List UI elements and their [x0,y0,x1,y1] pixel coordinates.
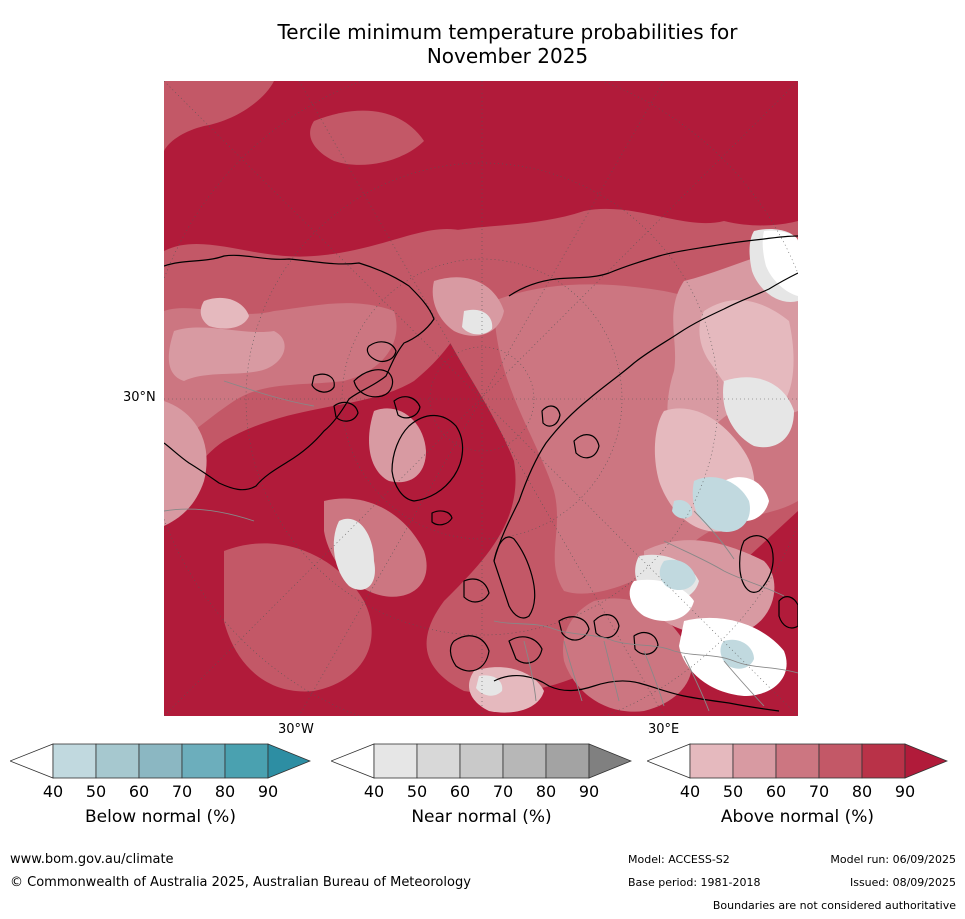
cbar-below-seg-0 [10,743,54,779]
footer-issued: Issued: 08/09/2025 [849,876,956,889]
cbar-above-seg-4 [818,743,863,779]
footer-model: Model: ACCESS-S2 [628,853,730,866]
tick-label: 70 [171,782,193,801]
probability-map [164,81,798,716]
tick-label: 90 [894,782,916,801]
footer-url-link[interactable]: www.bom.gov.au/climate [10,852,174,867]
tick-label: 50 [406,782,428,801]
cbar-near-seg-2 [416,743,461,779]
tick-label: 40 [363,782,385,801]
latitude-label: 30°N [123,390,156,405]
title-line-1: Tercile minimum temperature probabilitie… [277,20,738,44]
cbar-near-seg-3 [459,743,504,779]
tick-label: 40 [679,782,701,801]
colorbar-above-ticks: 40 50 60 70 80 90 [647,782,948,802]
tick-label: 60 [128,782,150,801]
cbar-above-seg-6 [904,743,948,779]
colorbar-near-label: Near normal (%) [411,807,552,827]
colorbar-near-normal: 40 50 60 70 80 90 Near normal (%) [331,742,632,827]
chart-title: Tercile minimum temperature probabilitie… [160,20,855,68]
longitude-label-east: 30°E [648,722,680,737]
footer-base-period: Base period: 1981-2018 [628,876,761,889]
footer-boundaries-note: Boundaries are not considered authoritat… [712,899,956,912]
graticule [164,81,798,716]
cbar-near-seg-4 [502,743,547,779]
cbar-near-seg-0 [331,743,375,779]
colorbar-below-normal: 40 50 60 70 80 90 Below normal (%) [10,742,311,827]
cbar-below-seg-6 [267,743,311,779]
colorbar-above-swatches [647,743,948,779]
tick-label: 90 [578,782,600,801]
colorbar-below-ticks: 40 50 60 70 80 90 [10,782,311,802]
tick-label: 60 [765,782,787,801]
tick-label: 70 [808,782,830,801]
tick-label: 80 [214,782,236,801]
colorbar-above-normal: 40 50 60 70 80 90 Above normal (%) [647,742,948,827]
tick-label: 80 [535,782,557,801]
footer-model-run: Model run: 06/09/2025 [830,853,956,866]
title-line-2: November 2025 [426,44,589,68]
colorbar-near-swatches [331,743,632,779]
cbar-below-seg-1 [52,743,97,779]
cbar-above-seg-3 [775,743,820,779]
cbar-below-seg-4 [181,743,226,779]
cbar-above-seg-5 [861,743,906,779]
colorbar-below-swatches [10,743,311,779]
longitude-label-west: 30°W [278,722,314,737]
cbar-above-seg-1 [689,743,734,779]
cbar-near-seg-5 [545,743,590,779]
coastlines [164,235,798,712]
colorbar-above-label: Above normal (%) [720,807,875,827]
cbar-below-seg-2 [95,743,140,779]
colorbar-below-label: Below normal (%) [85,807,236,827]
cbar-below-seg-5 [224,743,269,779]
cbar-above-seg-0 [647,743,691,779]
polar-map-svg [164,81,798,716]
tick-label: 40 [42,782,64,801]
cbar-above-seg-2 [732,743,777,779]
cbar-below-seg-3 [138,743,183,779]
tick-label: 50 [85,782,107,801]
tick-label: 70 [492,782,514,801]
tick-label: 50 [722,782,744,801]
cbar-near-seg-6 [588,743,632,779]
country-borders [164,380,798,712]
tick-label: 90 [257,782,279,801]
cbar-near-seg-1 [373,743,418,779]
tick-label: 60 [449,782,471,801]
tick-label: 80 [851,782,873,801]
footer-copyright: © Commonwealth of Australia 2025, Austra… [10,875,471,890]
colorbar-near-ticks: 40 50 60 70 80 90 [331,782,632,802]
below-normal-regions [659,477,754,669]
